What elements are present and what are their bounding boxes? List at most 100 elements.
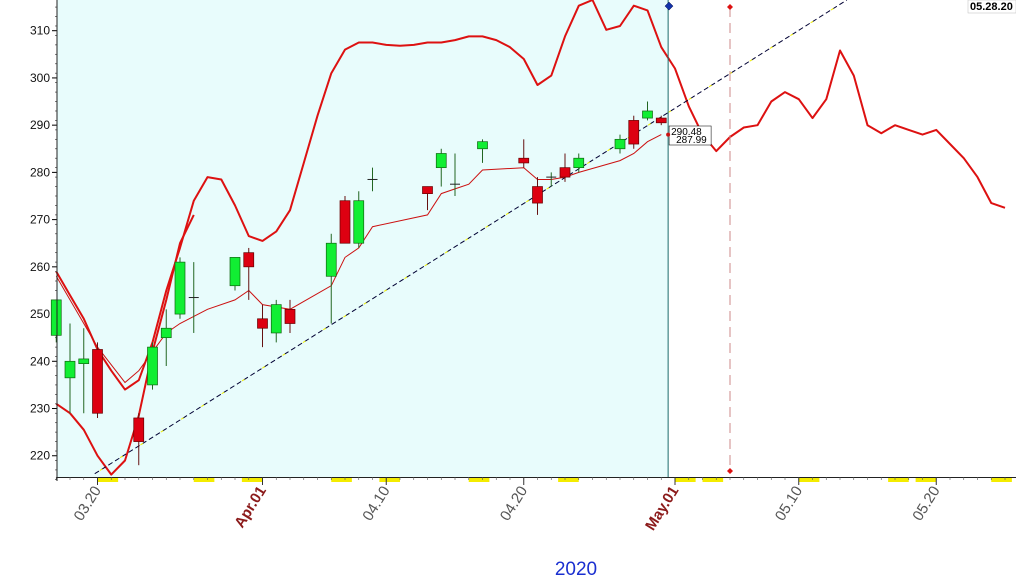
x-tick-label: 05.20 [909,483,943,524]
x-tick-label: 03.20 [71,483,105,524]
candle [147,342,158,390]
y-tick-label: 250 [30,307,50,321]
forecast-marker-diamond [664,1,674,11]
candle-body [64,360,76,379]
candle [655,115,667,126]
axis-highlight [558,478,579,482]
date-badge-box [967,0,1016,14]
candle [642,101,653,121]
candle [229,257,241,291]
candle-body [559,167,571,178]
candle [325,233,337,324]
x-tick-label: May.01 [642,483,682,533]
last-price-label: 290.48 [671,127,702,138]
candle [339,195,351,244]
candle-body [243,252,255,268]
candle-body [614,138,626,150]
candle [422,186,433,211]
candle [614,134,626,154]
candle [188,262,199,333]
last-price-label: 287.99 [676,135,707,146]
x-tick-labels: 03.20 Apr.01 04.10 04.20 May.01 05.10 05.20 [71,477,944,534]
candle [174,257,186,319]
trendline-layer [94,0,848,475]
candle-body [325,242,337,277]
last-price-dot [666,132,671,137]
bollinger-upper-line [55,0,1006,391]
candle [450,153,460,196]
axis-highlight [379,478,400,482]
candle-body [422,186,433,194]
candle-body [353,200,365,244]
candle-body [518,157,530,164]
y-tick-label: 240 [30,354,50,368]
y-tick-labels: 220 230 240 250 260 270 280 290 300 310 [30,24,50,463]
candle [133,413,145,466]
candle [64,323,76,414]
candle [628,115,640,149]
axes [55,0,1016,482]
y-tick-label: 260 [30,260,50,274]
candle [160,309,172,367]
candle-body [532,186,543,204]
candle [243,247,255,300]
candle [257,304,268,348]
candle-body [655,117,667,124]
candle-body [435,153,447,169]
axis-highlight [702,478,724,482]
candle-body [229,257,241,287]
candle-body [642,110,653,119]
y-tick-label: 290 [30,118,50,132]
candle [435,148,447,187]
candle-body [50,299,62,336]
date-badge-group: 05.28.20 [967,0,1016,14]
year-label: 2020 [555,559,597,579]
axis-highlight [915,478,937,482]
axis-highlight [798,478,820,482]
y-tick-label: 270 [30,213,50,227]
candle-body [147,346,158,386]
x-tick-label: 05.10 [772,483,806,524]
x-tick-label: 04.10 [359,483,393,524]
candles [50,101,667,466]
candle [367,167,378,192]
bollinger-bands [55,0,1006,476]
x-tick-label: 04.20 [497,483,531,524]
candle [50,299,62,343]
axis-highlight [97,478,119,482]
candle-body [339,200,351,244]
date-badge: 05.28.20 [970,1,1013,13]
y-tick-label: 300 [30,71,50,85]
candle-body [477,141,488,150]
axis-ticks [52,6,57,480]
y-tick-label: 310 [30,24,50,38]
axis-highlight [331,478,352,482]
forecast-divider-bottom-dot [727,468,733,474]
candle [78,328,90,414]
axis-highlight [888,478,909,482]
forecast-divider-top-dot [727,4,733,10]
axis-highlight [991,478,1012,482]
y-tick-label: 280 [30,165,50,179]
candle-body [257,318,268,329]
bollinger-lower-line [55,214,195,476]
candle [559,153,571,182]
candle-body [270,304,282,334]
candle [532,177,543,215]
candle [573,153,585,173]
candle-body [174,261,186,315]
axis-highlight [675,478,696,482]
axis-highlight [241,478,263,482]
candle [546,172,557,187]
candle [284,299,296,333]
candle [518,139,530,168]
candle-body [133,417,145,442]
candle-body [573,157,585,169]
candle-body [628,120,640,145]
candle-body [78,358,90,365]
candle [92,342,103,418]
candle-body [160,327,172,339]
